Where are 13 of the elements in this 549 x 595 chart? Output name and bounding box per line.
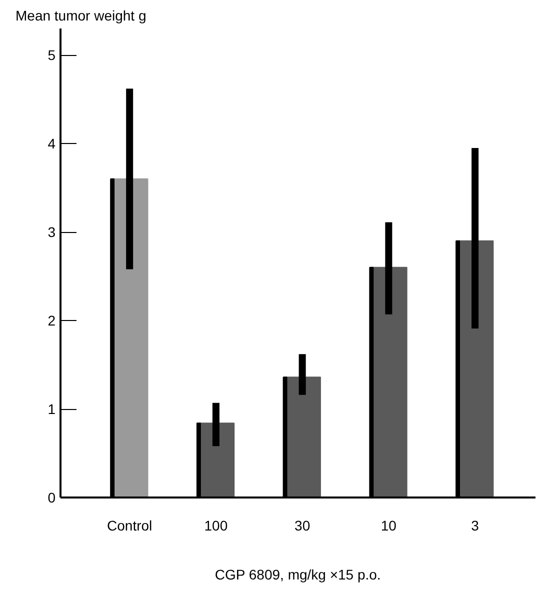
y-tick-label: 0: [48, 490, 56, 506]
y-tick-label: 3: [48, 224, 56, 240]
x-tick-label: 3: [471, 518, 480, 534]
x-tick-label: 30: [294, 518, 310, 534]
x-tick-label: 100: [204, 518, 228, 534]
y-tick-label: 1: [48, 401, 56, 418]
y-tick-label: 4: [48, 136, 56, 152]
y-tick-label: 5: [48, 47, 56, 64]
x-tick-label: 10: [380, 518, 397, 534]
x-axis-title: CGP 6809, mg/kg ×15 p.o.: [214, 566, 381, 582]
y-tick-label: 2: [48, 312, 56, 329]
x-tick-label: Control: [107, 518, 152, 534]
y-axis-title: Mean tumor weight g: [16, 8, 146, 24]
